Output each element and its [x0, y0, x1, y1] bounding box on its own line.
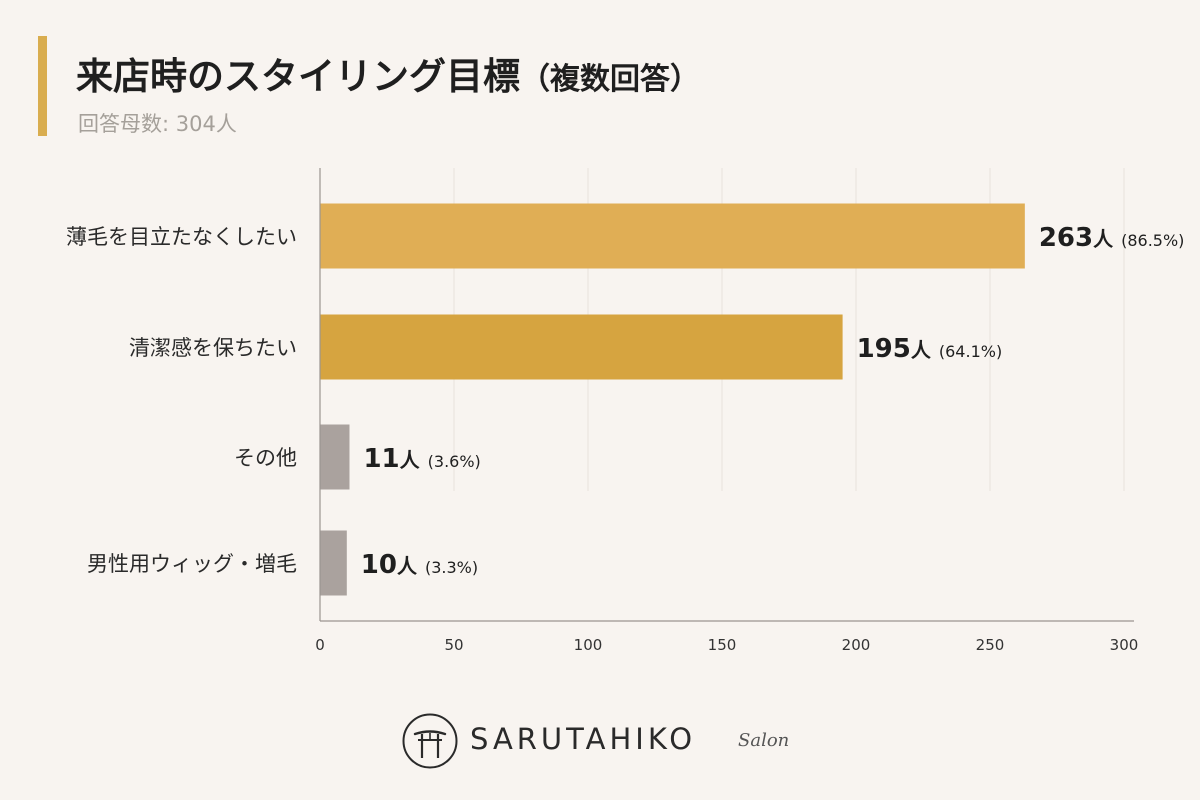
- category-label: その他: [234, 446, 297, 470]
- data-label-value: 263: [1039, 223, 1093, 253]
- data-label-unit: 人: [1093, 227, 1114, 251]
- bar: [320, 314, 843, 380]
- x-tick-label: 250: [976, 636, 1005, 654]
- data-label-percent: (64.1%): [939, 342, 1002, 361]
- category-label: 清潔感を保ちたい: [129, 336, 297, 360]
- chart-title-main: 来店時のスタイリング目標: [76, 55, 520, 98]
- brand-sub-wordmark: Salon: [738, 730, 790, 751]
- title-accent-bar: [38, 36, 47, 136]
- data-label-value: 10: [361, 550, 397, 580]
- data-label-unit: 人: [400, 448, 421, 472]
- bar: [320, 530, 347, 596]
- torii-gate-icon: [402, 713, 458, 769]
- data-label: 195人 (64.1%): [857, 334, 1003, 364]
- data-label-value: 11: [363, 444, 399, 474]
- data-label: 263人 (86.5%): [1039, 223, 1185, 253]
- data-label: 10人 (3.3%): [361, 550, 478, 580]
- brand-logo: SARUTAHIKO Salon: [0, 712, 1200, 772]
- data-label: 11人 (3.6%): [363, 444, 480, 474]
- data-label-percent: (86.5%): [1121, 231, 1184, 250]
- x-tick-label: 150: [708, 636, 737, 654]
- bar: [320, 424, 350, 490]
- x-tick-label: 50: [444, 636, 463, 654]
- x-tick-label: 200: [842, 636, 871, 654]
- x-tick-label: 300: [1110, 636, 1139, 654]
- data-label-percent: (3.6%): [428, 452, 481, 471]
- bar-chart: 0 50 100 150 200 250 300 薄毛を目立たなくしたい清潔感を保ちたいその…: [66, 168, 1185, 654]
- category-label: 薄毛を目立たなくしたい: [66, 225, 297, 249]
- bar: [320, 203, 1025, 269]
- chart-subtitle: 回答母数: 304人: [78, 112, 237, 136]
- chart-title-note: （複数回答）: [520, 62, 700, 97]
- data-label-percent: (3.3%): [425, 558, 478, 577]
- brand-wordmark: SARUTAHIKO: [470, 722, 697, 756]
- data-label-unit: 人: [397, 554, 418, 578]
- bars-layer: [320, 203, 1025, 596]
- x-tick-label: 0: [315, 636, 325, 654]
- chart-title: 来店時のスタイリング目標（複数回答）: [76, 46, 700, 100]
- x-tick-labels: 0 50 100 150 200 250 300: [315, 636, 1138, 654]
- x-tick-label: 100: [574, 636, 603, 654]
- data-label-value: 195: [857, 334, 911, 364]
- category-label: 男性用ウィッグ・増毛: [87, 552, 297, 576]
- data-label-unit: 人: [911, 338, 932, 362]
- value-labels: 263人 (86.5%)195人 (64.1%)11人 (3.6%)10人 (3.3%): [361, 223, 1185, 580]
